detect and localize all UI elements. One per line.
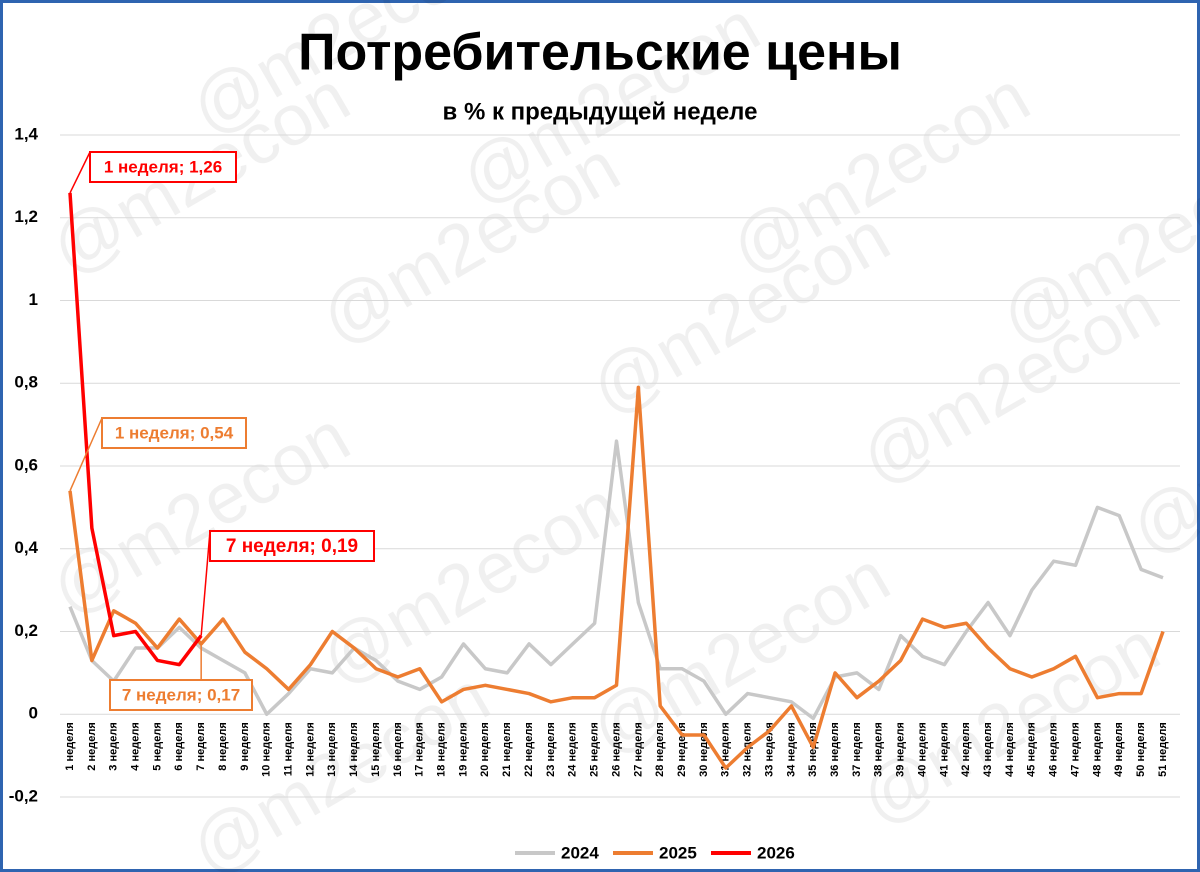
x-tick-label: 41 неделя [938, 722, 950, 777]
annotation-leader [200, 530, 211, 636]
x-tick-label: 34 неделя [785, 722, 797, 777]
x-tick-label: 15 неделя [370, 722, 382, 777]
x-tick-label: 33 неделя [763, 722, 775, 777]
x-tick-label: 14 неделя [348, 722, 360, 777]
x-tick-label: 38 неделя [873, 722, 885, 777]
x-tick-label: 22 неделя [523, 722, 535, 777]
legend-label: 2026 [757, 843, 795, 862]
x-tick-label: 45 неделя [1026, 722, 1038, 777]
y-tick-label: 0,6 [14, 455, 38, 474]
y-tick-label: 0,2 [14, 621, 38, 640]
x-tick-label: 50 неделя [1135, 722, 1147, 777]
annotation: 1 неделя; 1,26 [104, 157, 222, 176]
x-tick-label: 30 неделя [698, 722, 710, 777]
annotation: 1 неделя; 0,54 [115, 423, 234, 442]
x-tick-label: 12 неделя [304, 722, 316, 777]
x-tick-label: 40 неделя [916, 722, 928, 777]
annotation-leader [69, 417, 103, 492]
legend-label: 2024 [561, 843, 599, 862]
chart-title: Потребительские цены [298, 24, 902, 82]
x-tick-label: 48 неделя [1091, 722, 1103, 777]
x-tick-label: 42 неделя [960, 722, 972, 777]
x-tick-label: 5 неделя [151, 722, 163, 770]
annotation-box [209, 530, 375, 562]
x-tick-label: 27 неделя [632, 722, 644, 777]
x-tick-label: 21 неделя [501, 722, 513, 777]
x-tick-label: 44 неделя [1004, 722, 1016, 777]
x-tick-label: 26 неделя [610, 722, 622, 777]
y-tick-label: 1 [29, 290, 38, 309]
x-tick-label: 19 неделя [457, 722, 469, 777]
x-tick-label: 10 неделя [261, 722, 273, 777]
x-tick-label: 24 неделя [567, 722, 579, 777]
annotation-box [109, 679, 253, 711]
chart-subtitle: в % к предыдущей неделе [443, 98, 758, 125]
x-tick-label: 23 неделя [545, 722, 557, 777]
annotation-leader [69, 151, 91, 194]
x-tick-label: 16 неделя [392, 722, 404, 777]
y-tick-label: 1,4 [14, 124, 38, 143]
x-tick-label: 49 неделя [1113, 722, 1125, 777]
x-tick-label: 25 неделя [589, 722, 601, 777]
y-tick-label: 0,8 [14, 373, 38, 392]
x-tick-label: 36 неделя [829, 722, 841, 777]
x-tick-label: 11 неделя [283, 722, 295, 776]
x-tick-label: 4 неделя [129, 722, 141, 770]
y-tick-label: 1,2 [14, 207, 38, 226]
x-tick-label: 51 неделя [1157, 722, 1169, 777]
x-tick-label: 1 неделя [64, 722, 76, 770]
y-tick-label: -0,2 [9, 786, 38, 805]
x-tick-label: 46 неделя [1048, 722, 1060, 777]
x-tick-label: 39 неделя [895, 722, 907, 777]
x-tick-label: 37 неделя [851, 722, 863, 777]
y-tick-label: 0,4 [14, 538, 38, 557]
annotation-box [101, 417, 247, 449]
x-tick-label: 43 неделя [982, 722, 994, 777]
x-tick-label: 47 неделя [1069, 722, 1081, 777]
annotation-box [89, 151, 237, 183]
x-tick-label: 17 неделя [414, 722, 426, 777]
y-tick-label: 0 [29, 704, 38, 723]
legend-label: 2025 [659, 843, 697, 862]
x-tick-label: 3 неделя [108, 722, 120, 770]
annotation: 7 неделя; 0,19 [226, 536, 358, 557]
annotation: 7 неделя; 0,17 [122, 685, 240, 704]
series-line [68, 385, 1165, 770]
x-tick-label: 6 неделя [173, 722, 185, 770]
x-tick-label: 18 неделя [436, 722, 448, 777]
x-tick-label: 20 неделя [479, 722, 491, 777]
x-tick-label: 7 неделя [195, 722, 207, 770]
x-tick-label: 2 неделя [86, 722, 98, 770]
series-line [68, 192, 203, 667]
x-tick-label: 8 неделя [217, 722, 229, 770]
x-tick-label: 9 неделя [239, 722, 251, 770]
x-tick-label: 28 неделя [654, 722, 666, 777]
x-tick-label: 13 неделя [326, 722, 338, 777]
